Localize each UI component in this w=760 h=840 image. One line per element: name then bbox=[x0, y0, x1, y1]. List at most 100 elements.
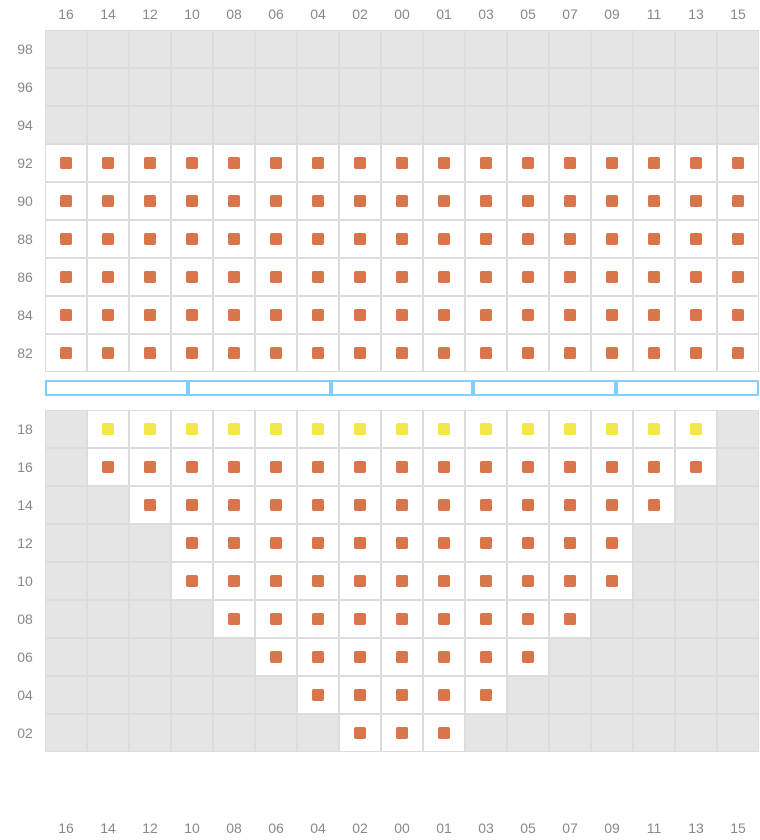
seat-cell[interactable] bbox=[297, 258, 339, 296]
seat-cell[interactable] bbox=[465, 638, 507, 676]
seat-cell[interactable] bbox=[45, 220, 87, 258]
seat-cell[interactable] bbox=[45, 258, 87, 296]
seat-cell[interactable] bbox=[381, 258, 423, 296]
seat-cell[interactable] bbox=[423, 296, 465, 334]
seat-cell[interactable] bbox=[465, 296, 507, 334]
seat-cell[interactable] bbox=[507, 448, 549, 486]
seat-cell[interactable] bbox=[549, 220, 591, 258]
seat-cell[interactable] bbox=[507, 182, 549, 220]
seat-cell[interactable] bbox=[171, 182, 213, 220]
seat-cell[interactable] bbox=[381, 638, 423, 676]
seat-cell[interactable] bbox=[465, 334, 507, 372]
seat-cell[interactable] bbox=[213, 182, 255, 220]
seat-cell[interactable] bbox=[423, 182, 465, 220]
seat-cell[interactable] bbox=[465, 486, 507, 524]
seat-cell[interactable] bbox=[213, 334, 255, 372]
seat-cell[interactable] bbox=[339, 562, 381, 600]
seat-cell[interactable] bbox=[633, 486, 675, 524]
seat-cell[interactable] bbox=[255, 258, 297, 296]
seat-cell[interactable] bbox=[339, 448, 381, 486]
seat-cell[interactable] bbox=[339, 714, 381, 752]
seat-cell[interactable] bbox=[675, 334, 717, 372]
seat-cell[interactable] bbox=[381, 562, 423, 600]
seat-cell[interactable] bbox=[129, 486, 171, 524]
seat-cell[interactable] bbox=[171, 486, 213, 524]
seat-cell[interactable] bbox=[633, 296, 675, 334]
seat-cell[interactable] bbox=[675, 220, 717, 258]
seat-cell[interactable] bbox=[465, 562, 507, 600]
seat-cell[interactable] bbox=[171, 410, 213, 448]
seat-cell[interactable] bbox=[45, 334, 87, 372]
seat-cell[interactable] bbox=[297, 220, 339, 258]
seat-cell[interactable] bbox=[129, 296, 171, 334]
seat-cell[interactable] bbox=[591, 524, 633, 562]
seat-cell[interactable] bbox=[87, 296, 129, 334]
seat-cell[interactable] bbox=[213, 296, 255, 334]
seat-cell[interactable] bbox=[171, 144, 213, 182]
seat-cell[interactable] bbox=[213, 258, 255, 296]
seat-cell[interactable] bbox=[45, 182, 87, 220]
seat-cell[interactable] bbox=[591, 486, 633, 524]
seat-cell[interactable] bbox=[465, 524, 507, 562]
seat-cell[interactable] bbox=[591, 220, 633, 258]
seat-cell[interactable] bbox=[465, 220, 507, 258]
seat-cell[interactable] bbox=[549, 562, 591, 600]
seat-cell[interactable] bbox=[213, 144, 255, 182]
seat-cell[interactable] bbox=[381, 448, 423, 486]
seat-cell[interactable] bbox=[633, 448, 675, 486]
seat-cell[interactable] bbox=[507, 600, 549, 638]
seat-cell[interactable] bbox=[255, 448, 297, 486]
seat-cell[interactable] bbox=[129, 448, 171, 486]
seat-cell[interactable] bbox=[423, 334, 465, 372]
seat-cell[interactable] bbox=[507, 486, 549, 524]
seat-cell[interactable] bbox=[675, 258, 717, 296]
seat-cell[interactable] bbox=[549, 448, 591, 486]
seat-cell[interactable] bbox=[213, 600, 255, 638]
seat-cell[interactable] bbox=[171, 448, 213, 486]
seat-cell[interactable] bbox=[45, 296, 87, 334]
seat-cell[interactable] bbox=[381, 524, 423, 562]
seat-cell[interactable] bbox=[675, 448, 717, 486]
seat-cell[interactable] bbox=[171, 258, 213, 296]
seat-cell[interactable] bbox=[339, 676, 381, 714]
seat-cell[interactable] bbox=[549, 600, 591, 638]
seat-cell[interactable] bbox=[675, 410, 717, 448]
seat-cell[interactable] bbox=[297, 676, 339, 714]
seat-cell[interactable] bbox=[381, 410, 423, 448]
seat-cell[interactable] bbox=[339, 296, 381, 334]
seat-cell[interactable] bbox=[255, 144, 297, 182]
seat-cell[interactable] bbox=[423, 676, 465, 714]
seat-cell[interactable] bbox=[255, 296, 297, 334]
seat-cell[interactable] bbox=[465, 410, 507, 448]
seat-cell[interactable] bbox=[297, 410, 339, 448]
seat-cell[interactable] bbox=[507, 638, 549, 676]
seat-cell[interactable] bbox=[255, 638, 297, 676]
seat-cell[interactable] bbox=[591, 334, 633, 372]
seat-cell[interactable] bbox=[45, 144, 87, 182]
seat-cell[interactable] bbox=[381, 296, 423, 334]
seat-cell[interactable] bbox=[423, 600, 465, 638]
seat-cell[interactable] bbox=[549, 296, 591, 334]
seat-cell[interactable] bbox=[129, 334, 171, 372]
seat-cell[interactable] bbox=[507, 410, 549, 448]
seat-cell[interactable] bbox=[591, 296, 633, 334]
seat-cell[interactable] bbox=[591, 144, 633, 182]
seat-cell[interactable] bbox=[129, 258, 171, 296]
seat-cell[interactable] bbox=[339, 410, 381, 448]
seat-cell[interactable] bbox=[297, 296, 339, 334]
seat-cell[interactable] bbox=[549, 144, 591, 182]
seat-cell[interactable] bbox=[297, 600, 339, 638]
seat-cell[interactable] bbox=[423, 448, 465, 486]
seat-cell[interactable] bbox=[255, 562, 297, 600]
seat-cell[interactable] bbox=[507, 258, 549, 296]
seat-cell[interactable] bbox=[507, 220, 549, 258]
seat-cell[interactable] bbox=[675, 182, 717, 220]
seat-cell[interactable] bbox=[87, 144, 129, 182]
seat-cell[interactable] bbox=[675, 144, 717, 182]
seat-cell[interactable] bbox=[717, 220, 759, 258]
seat-cell[interactable] bbox=[591, 562, 633, 600]
seat-cell[interactable] bbox=[381, 714, 423, 752]
seat-cell[interactable] bbox=[297, 334, 339, 372]
seat-cell[interactable] bbox=[339, 638, 381, 676]
seat-cell[interactable] bbox=[129, 182, 171, 220]
